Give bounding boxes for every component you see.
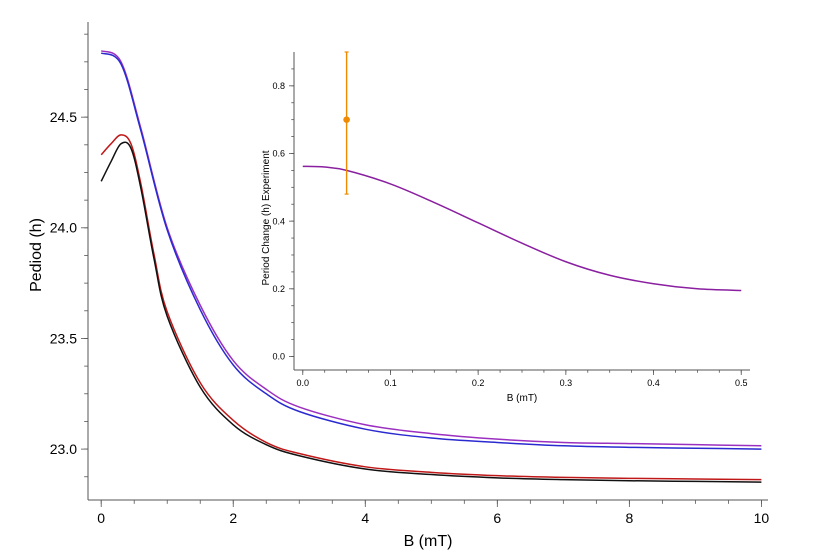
inset-x-tick-label: 0.1 xyxy=(384,378,397,388)
inset-y-tick-label: 0.2 xyxy=(272,284,285,294)
inset-y-tick-label: 0.8 xyxy=(272,81,285,91)
main-y-tick-label: 23.0 xyxy=(50,441,77,457)
inset-y-tick-label: 0.6 xyxy=(272,149,285,159)
main-series-line-2 xyxy=(100,134,762,481)
main-x-tick-label: 8 xyxy=(625,510,633,526)
main-x-tick-label: 6 xyxy=(493,510,501,526)
inset-x-tick-label: 0.0 xyxy=(297,378,310,388)
inset-data-point-0 xyxy=(343,116,350,123)
inset-plot: 0.0 0.1 0.2 0.3 0.4 0.5 0.0 0.2 0.4 0.6 0.8 B (mT… xyxy=(261,45,754,404)
inset-background xyxy=(292,45,754,378)
main-x-tick-label: 4 xyxy=(361,510,369,526)
main-y-axis-label: Pediod (h) xyxy=(28,218,45,292)
main-x-tick-label: 2 xyxy=(229,510,237,526)
inset-x-tick-label: 0.5 xyxy=(735,378,748,388)
inset-x-tick-label: 0.3 xyxy=(560,378,573,388)
inset-y-tick-label: 0.0 xyxy=(272,352,285,362)
inset-x-tick-label: 0.4 xyxy=(647,378,660,388)
main-series-line-3 xyxy=(100,141,762,483)
main-plot: 0 2 4 6 8 10 23.0 23.5 24.0 24.5 B (mT) Pediod (… xyxy=(28,22,769,550)
main-y-tick-label: 23.5 xyxy=(50,330,77,346)
inset-series-line-0 xyxy=(302,165,742,292)
main-y-tick-label: 24.0 xyxy=(50,220,77,236)
main-x-tick-label: 10 xyxy=(754,510,770,526)
main-x-tick-label: 0 xyxy=(97,510,105,526)
inset-y-axis-label: Period Change (h) Experiment xyxy=(261,150,272,285)
main-y-tick-label: 24.5 xyxy=(50,109,77,125)
main-x-axis-label: B (mT) xyxy=(404,533,453,550)
inset-y-tick-label: 0.4 xyxy=(272,216,285,226)
inset-x-axis-label: B (mT) xyxy=(507,393,538,404)
main-series-line-1 xyxy=(100,52,762,450)
inset-x-tick-label: 0.2 xyxy=(472,378,485,388)
